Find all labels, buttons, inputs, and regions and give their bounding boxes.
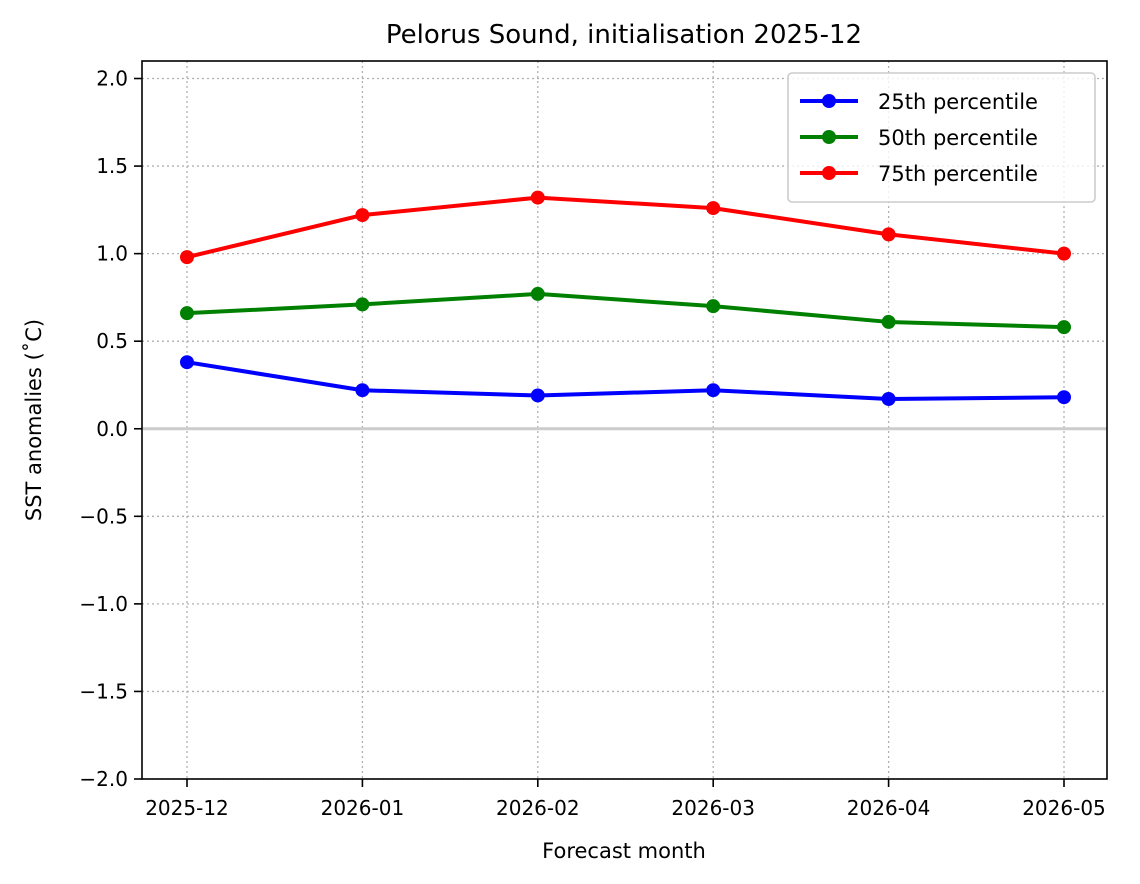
data-point [530,388,545,403]
series-line [185,195,1066,260]
legend-box [787,72,1096,203]
data-point [180,355,194,370]
legend-label: 25th percentile [878,90,1038,114]
legend-item: 50th percentile [800,126,1038,150]
x-tick-label: 2026-03 [671,796,755,820]
data-point [1057,390,1071,405]
x-axis-label: Forecast month [542,839,706,863]
data-point [706,299,721,314]
data-point [180,250,194,265]
legend-marker-swatch [822,94,836,108]
series-layer [180,190,1071,406]
chart-title: Pelorus Sound, initialisation 2025-12 [386,20,862,50]
legend-label: 75th percentile [878,162,1038,186]
series-3 [180,190,1071,265]
legend-label: 50th percentile [878,126,1038,150]
data-point [706,201,721,216]
series-line [185,291,1066,330]
y-tick-label: 2.0 [96,67,128,91]
series-line [185,360,1066,401]
data-point [1057,246,1071,261]
data-point [881,227,896,242]
legend-marker-swatch [822,130,836,144]
data-point [1057,320,1071,335]
legend-marker-swatch [822,166,836,180]
series-1 [180,355,1071,406]
x-tick-label: 2026-04 [847,796,931,820]
x-tick-label: 2026-05 [1022,796,1106,820]
y-tick-label: 0.0 [96,417,128,441]
axis-ticks: 2025-12 2026-01 2026-02 2026-03 2026-04 2026-… [79,67,1105,820]
legend: 25th percentile 50th percentile 75th perce… [787,72,1096,203]
y-tick-label: −1.0 [79,592,128,616]
data-point [355,208,370,223]
data-point [530,286,545,301]
y-tick-label: 1.0 [96,242,128,266]
data-point [881,314,896,329]
x-tick-label: 2025-12 [145,796,229,820]
plot-frame [141,60,1108,780]
data-point [180,306,194,321]
series-2 [180,286,1071,335]
data-point [355,383,370,398]
y-tick-label: −1.5 [79,679,128,703]
legend-item: 75th percentile [800,162,1038,186]
data-point [355,297,370,312]
y-tick-label: −0.5 [79,504,128,528]
y-tick-label: 0.5 [96,329,128,353]
y-tick-label: 1.5 [96,154,128,178]
y-tick-label: −2.0 [79,767,128,791]
data-point [706,383,721,398]
data-point [881,391,896,406]
x-tick-label: 2026-01 [321,796,405,820]
y-axis-label: SST anomalies (˚C) [22,319,46,521]
data-point [530,190,545,205]
legend-item: 25th percentile [800,90,1038,114]
x-tick-label: 2026-02 [496,796,580,820]
